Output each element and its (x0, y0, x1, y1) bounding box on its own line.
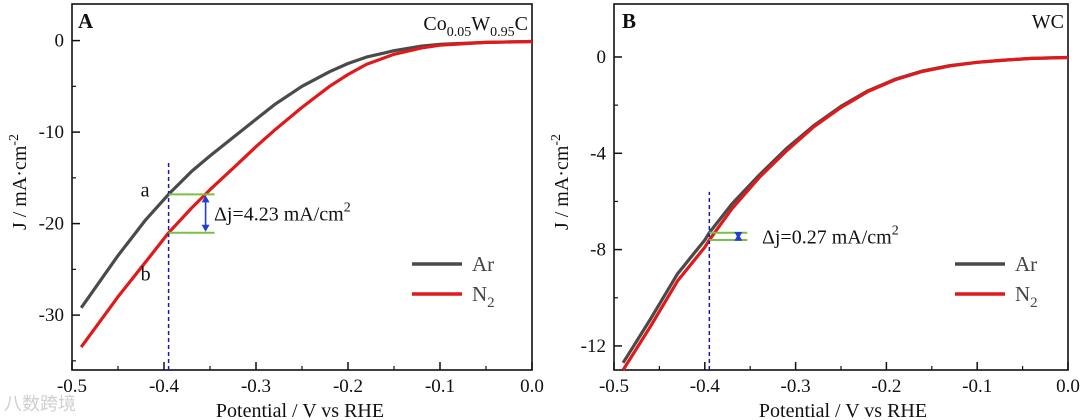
delta-arrow-head-up (201, 195, 210, 203)
panel-a-xlabel: Potential / V vs RHE (216, 400, 384, 420)
panel-b-xlabel: Potential / V vs RHE (759, 400, 927, 420)
legend-label-n2: N2 (1015, 282, 1038, 311)
y-tick-label: 0 (55, 31, 65, 52)
x-tick-label: -0.5 (57, 376, 87, 397)
panel-b: -0.5 -0.4 -0.3 -0.2 -0.1 0.0 0 -4 -8 -12 Δj=0.27 … (549, 3, 1080, 420)
x-tick-label: -0.5 (599, 376, 629, 397)
legend-label-n2: N2 (472, 282, 495, 311)
panel-b-title: WC (1032, 11, 1064, 33)
x-tick-label: 0.0 (1056, 376, 1080, 397)
panel-a-letter: A (78, 9, 94, 33)
delta-arrow-head-down (734, 231, 743, 239)
panel-a-annotations: Δj=4.23 mA/cm2 a b (141, 161, 351, 370)
x-tick-label: -0.2 (333, 376, 363, 397)
series-line-ar (79, 39, 533, 309)
panel-a-series (79, 39, 533, 349)
y-tick-label: -12 (581, 336, 606, 357)
x-tick-label: -0.4 (690, 376, 721, 397)
x-tick-label: -0.2 (871, 376, 901, 397)
panel-b-annotations: Δj=0.27 mA/cm2 (708, 191, 899, 370)
x-tick-label: -0.3 (781, 376, 811, 397)
legend-label-ar: Ar (472, 252, 494, 276)
x-tick-label: -0.4 (149, 376, 180, 397)
delta-label: Δj=4.23 mA/cm2 (214, 201, 351, 226)
x-tick-label: 0.0 (520, 376, 544, 397)
panel-a-legend: Ar N2 (412, 252, 495, 311)
y-tick-label: -4 (590, 143, 606, 164)
y-tick-label: -8 (590, 240, 606, 261)
panel-b-legend: Ar N2 (955, 252, 1038, 311)
legend-label-ar: Ar (1015, 252, 1037, 276)
label-a: a (141, 179, 150, 201)
series-line-n2 (79, 39, 533, 349)
y-tick-label: 0 (597, 47, 607, 68)
panel-a: -0.5 -0.4 -0.3 -0.2 -0.1 0.0 0 -10 -20 -30 Δj=4.2… (7, 3, 544, 420)
y-tick-label: -20 (39, 214, 64, 235)
panel-a-title: Co0.05W0.95C (423, 13, 528, 40)
panel-b-ylabel: J / mA·cm-2 (549, 134, 573, 230)
y-tick-label: -30 (39, 305, 64, 326)
panel-b-letter: B (622, 9, 636, 33)
delta-arrow-head-down (201, 224, 210, 232)
panel-b-ticks: -0.5 -0.4 -0.3 -0.2 -0.1 0.0 0 -4 -8 -12 (581, 47, 1080, 397)
watermark: 八数跨境 (4, 394, 76, 415)
y-tick-label: -10 (39, 122, 64, 143)
delta-label: Δj=0.27 mA/cm2 (762, 223, 899, 248)
x-tick-label: -0.1 (962, 376, 992, 397)
panel-b-series (621, 55, 1069, 371)
panel-a-ylabel: J / mA·cm-2 (7, 134, 31, 230)
x-tick-label: -0.1 (425, 376, 455, 397)
series-line-n2 (621, 55, 1069, 371)
x-tick-label: -0.3 (241, 376, 271, 397)
panel-a-ticks: -0.5 -0.4 -0.3 -0.2 -0.1 0.0 0 -10 -20 -30 (39, 31, 544, 397)
label-b: b (141, 263, 151, 285)
